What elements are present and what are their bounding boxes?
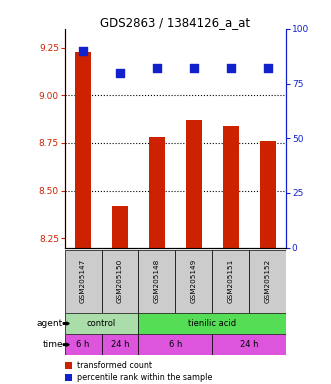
Text: agent: agent [37,319,63,328]
Point [228,65,233,71]
Text: percentile rank within the sample: percentile rank within the sample [77,373,212,382]
Bar [249,250,286,313]
Text: transformed count: transformed count [77,361,152,370]
Bar [65,334,102,355]
Text: tienilic acid: tienilic acid [188,319,236,328]
Bar [213,334,286,355]
Bar [102,250,138,313]
Text: time: time [42,340,63,349]
Bar [213,250,249,313]
Bar [138,334,213,355]
Text: GSM205150: GSM205150 [117,259,123,303]
Bar [149,137,165,248]
Text: GSM205148: GSM205148 [154,259,160,303]
Text: 6 h: 6 h [169,340,182,349]
Point [80,48,86,54]
Point [154,65,160,71]
Bar [138,250,175,313]
Text: GSM205152: GSM205152 [265,259,271,303]
Bar [186,120,202,248]
Text: 24 h: 24 h [240,340,259,349]
Text: GSM205151: GSM205151 [228,259,234,303]
Bar [75,51,91,248]
Bar [260,141,276,248]
Point [191,65,197,71]
Bar [175,250,213,313]
Bar [138,313,286,334]
Bar [222,126,239,248]
Bar [65,250,102,313]
Bar [65,313,138,334]
Bar [102,334,138,355]
Text: control: control [87,319,116,328]
Text: 24 h: 24 h [111,340,129,349]
Text: GSM205149: GSM205149 [191,259,197,303]
Point [265,65,270,71]
Title: GDS2863 / 1384126_a_at: GDS2863 / 1384126_a_at [100,16,251,29]
Point [117,70,122,76]
Text: GSM205147: GSM205147 [80,259,86,303]
Bar [112,206,128,248]
Text: 6 h: 6 h [76,340,90,349]
